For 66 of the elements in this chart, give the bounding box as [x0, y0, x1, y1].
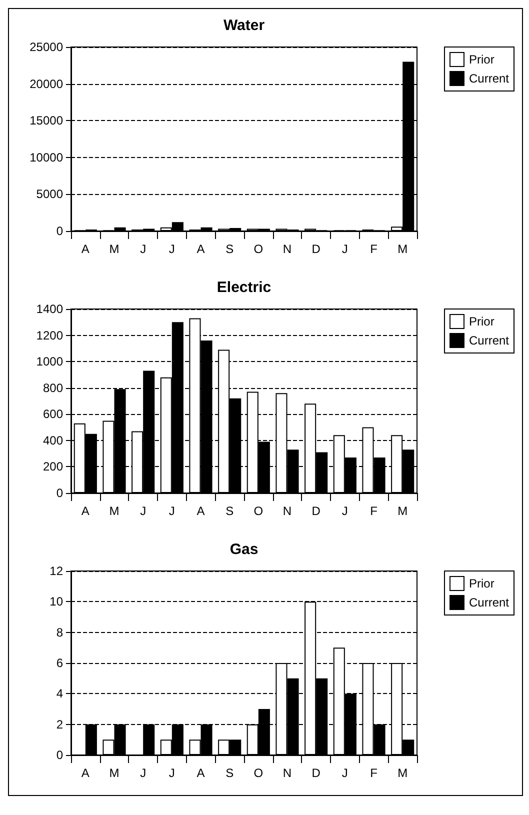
x-tick-label: A — [81, 242, 90, 256]
x-tick-label: M — [398, 766, 408, 780]
x-tick-label: J — [140, 242, 146, 256]
x-tick-label: J — [168, 504, 175, 518]
x-tick-label: S — [226, 242, 234, 256]
y-tick-label: 200 — [42, 460, 64, 474]
x-tick-label: A — [81, 766, 90, 780]
y-tick-label: 25000 — [30, 40, 64, 54]
legend-label: Current — [468, 72, 510, 86]
x-tick-label: A — [196, 504, 205, 518]
y-tick-label: 0 — [56, 486, 64, 500]
y-tick-label: 0 — [56, 748, 64, 762]
x-tick-label: M — [398, 504, 408, 518]
x-tick-label: J — [342, 766, 348, 780]
x-tick-label: M — [109, 242, 120, 256]
x-tick-label: J — [140, 766, 146, 780]
x-tick-label: J — [342, 242, 348, 256]
x-tick-label: M — [398, 242, 408, 256]
x-tick-label: J — [168, 766, 175, 780]
legend-label: Current — [468, 334, 510, 348]
x-tick-label: F — [370, 504, 378, 518]
y-tick-label: 0 — [56, 224, 64, 238]
x-tick-label: A — [81, 504, 90, 518]
chart-title: Water — [223, 17, 265, 34]
y-tick-label: 8 — [56, 625, 64, 640]
x-tick-label: N — [282, 504, 292, 518]
x-tick-label: S — [226, 766, 234, 780]
y-tick-label: 5000 — [36, 187, 64, 202]
x-tick-label: N — [282, 242, 292, 256]
x-tick-label: M — [109, 766, 120, 780]
legend-label: Prior — [468, 314, 494, 328]
x-tick-label: O — [254, 504, 264, 518]
x-tick-label: J — [342, 504, 348, 518]
x-tick-label: O — [254, 766, 264, 780]
y-tick-label: 1400 — [36, 302, 64, 316]
x-tick-label: D — [312, 242, 321, 256]
x-tick-label: A — [196, 766, 205, 780]
x-tick-label: S — [226, 504, 234, 518]
y-tick-label: 1000 — [36, 354, 64, 369]
y-tick-label: 2 — [56, 717, 64, 732]
legend-label: Current — [468, 596, 510, 610]
x-tick-label: N — [282, 766, 292, 780]
x-tick-label: J — [168, 242, 175, 256]
x-tick-label: F — [370, 242, 378, 256]
y-tick-label: 4 — [56, 686, 64, 701]
y-tick-label: 10000 — [30, 150, 64, 164]
chart-title: Gas — [230, 541, 258, 558]
x-tick-label: M — [109, 504, 120, 518]
y-tick-label: 1200 — [36, 328, 64, 342]
y-tick-label: 800 — [42, 380, 64, 395]
legend-label: Prior — [468, 576, 494, 590]
y-tick-label: 15000 — [30, 114, 64, 128]
x-tick-label: D — [312, 766, 321, 780]
chart-title: Electric — [216, 279, 272, 296]
legend-label: Prior — [468, 52, 494, 66]
y-tick-label: 6 — [56, 656, 64, 670]
x-tick-label: A — [196, 242, 205, 256]
y-tick-label: 12 — [50, 564, 64, 578]
x-tick-label: J — [140, 504, 146, 518]
x-tick-label: F — [370, 766, 378, 780]
y-tick-label: 20000 — [30, 76, 64, 91]
x-tick-label: O — [254, 242, 264, 256]
y-tick-label: 600 — [42, 407, 64, 422]
y-tick-label: 10 — [50, 594, 64, 609]
x-tick-label: D — [312, 504, 321, 518]
y-tick-label: 400 — [42, 433, 64, 448]
